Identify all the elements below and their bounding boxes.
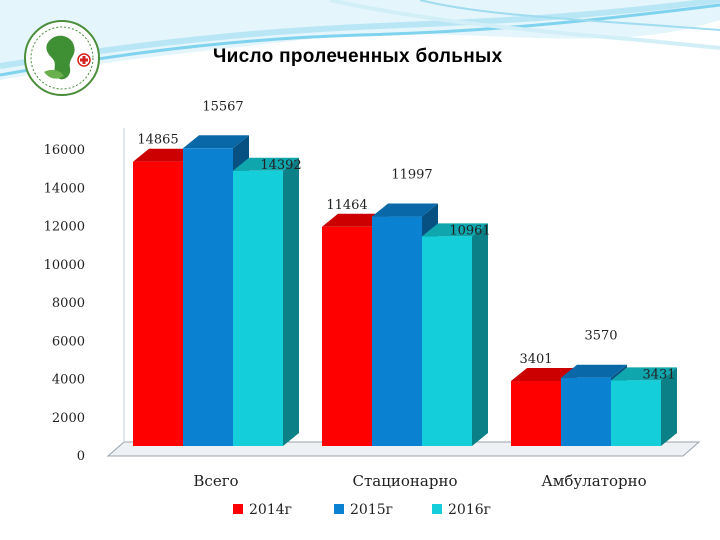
bars: 14865 15567 14392 11464 11997 10961 3401 3570 34… bbox=[133, 99, 677, 447]
data-label: 11464 bbox=[326, 198, 367, 213]
y-tick-label: 12000 bbox=[44, 220, 85, 235]
page-title: Число пролеченных больных bbox=[213, 46, 503, 67]
data-label: 14865 bbox=[137, 133, 178, 148]
y-tick-label: 6000 bbox=[52, 334, 85, 349]
decorative-header-waves bbox=[0, 0, 720, 80]
legend-item: 2016г bbox=[432, 502, 491, 518]
legend-label: 2015г bbox=[350, 502, 393, 518]
data-label: 3431 bbox=[642, 367, 675, 382]
legend-item: 2015г bbox=[334, 502, 393, 518]
bar-front bbox=[422, 236, 472, 446]
legend-label: 2016г bbox=[448, 502, 491, 518]
bar-top bbox=[372, 203, 438, 217]
bar-front bbox=[133, 161, 183, 446]
organization-logo bbox=[24, 20, 100, 96]
bar-2016г-1 bbox=[422, 223, 488, 446]
bar-front bbox=[372, 216, 422, 446]
y-tick-label: 16000 bbox=[44, 143, 85, 158]
y-axis: 0 2000 4000 6000 8000 10000 12000 14000 16000 bbox=[44, 143, 85, 464]
bar-top bbox=[322, 213, 388, 227]
bar-side bbox=[283, 157, 299, 447]
y-tick-label: 8000 bbox=[52, 296, 85, 311]
y-tick-label: 2000 bbox=[52, 411, 85, 426]
legend: 2014г 2015г 2016г bbox=[233, 502, 491, 518]
bar-top bbox=[133, 148, 199, 162]
data-label: 11997 bbox=[391, 168, 432, 183]
legend-label: 2014г bbox=[249, 502, 292, 518]
y-tick-label: 4000 bbox=[52, 373, 85, 388]
y-tick-label: 14000 bbox=[44, 181, 85, 196]
bar-top bbox=[511, 367, 577, 381]
data-label: 3570 bbox=[584, 329, 617, 344]
bar-top bbox=[233, 157, 299, 171]
legend-swatch bbox=[432, 504, 442, 514]
bar-front bbox=[611, 380, 661, 446]
bar-top bbox=[422, 223, 488, 237]
data-label: 3401 bbox=[519, 352, 552, 367]
y-tick-label: 0 bbox=[77, 449, 85, 464]
legend-item: 2014г bbox=[233, 502, 292, 518]
category-label: Всего bbox=[193, 472, 238, 490]
category-label: Амбулаторно bbox=[541, 472, 646, 490]
bar-2016г-2 bbox=[611, 367, 677, 446]
y-tick-label: 10000 bbox=[44, 258, 85, 273]
bar-top bbox=[561, 364, 627, 378]
bar-front bbox=[233, 170, 283, 447]
legend-swatch bbox=[334, 504, 344, 514]
bar-front bbox=[561, 377, 611, 446]
bar-2016г-0 bbox=[233, 157, 299, 447]
bar-top bbox=[183, 135, 249, 149]
category-label: Стационарно bbox=[353, 472, 458, 490]
bar-top bbox=[611, 367, 677, 381]
bar-side bbox=[472, 223, 488, 446]
data-label: 15567 bbox=[202, 99, 243, 114]
x-axis: Всего Стационарно Амбулаторно bbox=[193, 472, 646, 490]
bar-side bbox=[661, 367, 677, 446]
bar-front bbox=[322, 226, 372, 446]
data-label: 14392 bbox=[260, 158, 301, 173]
bar-front bbox=[183, 148, 233, 446]
legend-swatch bbox=[233, 504, 243, 514]
bar-front bbox=[511, 380, 561, 446]
data-label: 10961 bbox=[449, 223, 490, 238]
